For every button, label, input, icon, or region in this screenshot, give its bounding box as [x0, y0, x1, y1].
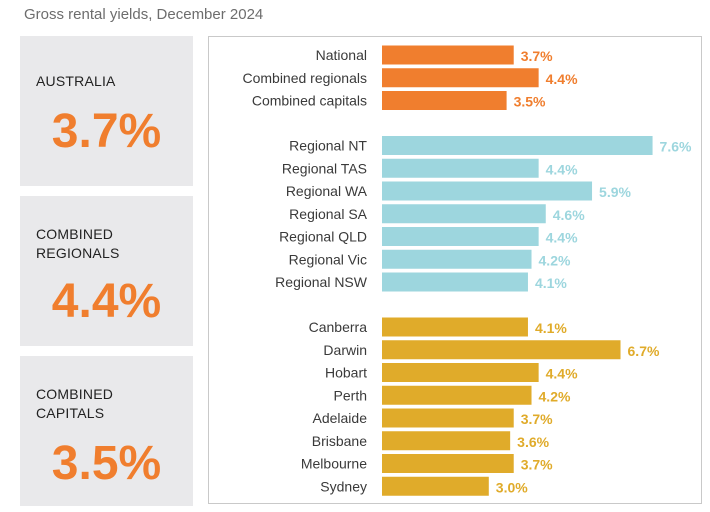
- category-label: Regional SA: [289, 206, 367, 222]
- value-label: 4.1%: [535, 275, 567, 291]
- category-label: Sydney: [320, 478, 367, 494]
- category-label: Regional NT: [289, 138, 367, 154]
- value-label: 7.6%: [660, 139, 692, 155]
- bar-regional: [382, 272, 528, 292]
- value-label: 4.4%: [546, 71, 578, 87]
- category-label: Brisbane: [312, 433, 367, 449]
- bar-regional: [382, 181, 593, 201]
- bar-chart-panel: National 3.7% Combined regionals 4.4% Combin…: [208, 36, 702, 504]
- value-label: 3.7%: [521, 411, 553, 427]
- combined-regionals-card-label: COMBINED REGIONALS: [36, 225, 186, 263]
- value-label: 3.0%: [496, 479, 528, 495]
- bar-capital: [382, 340, 621, 360]
- combined-capitals-label-line: CAPITALS: [36, 405, 105, 421]
- value-label: 4.6%: [553, 207, 585, 223]
- bar-capital: [382, 476, 489, 496]
- value-label: 4.1%: [535, 320, 567, 336]
- combined-regionals-card: COMBINED REGIONALS 4.4%: [20, 196, 193, 346]
- combined-regionals-label-line: COMBINED: [36, 226, 114, 242]
- value-label: 3.5%: [514, 94, 546, 110]
- category-label: Regional Vic: [289, 251, 367, 267]
- bar-regional: [382, 158, 539, 178]
- bar-headline: [382, 45, 514, 65]
- bar-capital: [382, 317, 528, 337]
- value-label: 4.4%: [546, 230, 578, 246]
- category-label: Melbourne: [301, 456, 367, 472]
- category-label: Regional WA: [286, 183, 368, 199]
- value-label: 4.2%: [539, 252, 571, 268]
- combined-capitals-label-line: COMBINED: [36, 386, 114, 402]
- value-label: 4.4%: [546, 366, 578, 382]
- bar-headline: [382, 68, 539, 88]
- australia-card-value: 3.7%: [51, 105, 162, 158]
- bar-regional: [382, 204, 546, 224]
- category-label: Combined capitals: [252, 93, 367, 109]
- category-label: Hobart: [325, 365, 367, 381]
- value-label: 6.7%: [628, 343, 660, 359]
- combined-capitals-card: COMBINED CAPITALS 3.5%: [20, 356, 193, 506]
- category-label: Regional TAS: [282, 160, 367, 176]
- bar-regional: [382, 136, 653, 155]
- value-label: 4.4%: [546, 161, 578, 177]
- combined-capitals-card-value: 3.5%: [51, 437, 162, 490]
- value-label: 3.7%: [521, 457, 553, 473]
- bar-capital: [382, 363, 539, 382]
- category-label: Regional QLD: [279, 229, 367, 245]
- australia-card-label: AUSTRALIA: [36, 73, 116, 89]
- value-label: 3.7%: [521, 48, 553, 64]
- combined-regionals-label-line: REGIONALS: [36, 245, 120, 261]
- category-label: Perth: [334, 387, 367, 403]
- bar-regional: [382, 249, 532, 269]
- combined-capitals-card-label: COMBINED CAPITALS: [36, 385, 186, 423]
- page-title: Gross rental yields, December 2024: [24, 6, 264, 23]
- bar-headline: [382, 91, 507, 110]
- category-label: Adelaide: [313, 410, 368, 426]
- category-label: Darwin: [323, 342, 367, 358]
- australia-card: AUSTRALIA 3.7%: [20, 36, 193, 186]
- bar-capital: [382, 408, 514, 428]
- value-label: 5.9%: [599, 184, 631, 200]
- combined-regionals-card-value: 4.4%: [51, 275, 162, 328]
- bar-regional: [382, 227, 539, 246]
- value-label: 4.2%: [539, 388, 571, 404]
- category-label: National: [316, 47, 367, 63]
- bar-capital: [382, 454, 514, 473]
- category-label: Canberra: [309, 319, 368, 335]
- bar-capital: [382, 431, 511, 451]
- category-label: Combined regionals: [242, 70, 367, 86]
- category-label: Regional NSW: [275, 274, 368, 290]
- value-label: 3.6%: [517, 434, 549, 450]
- bar-capital: [382, 385, 532, 405]
- bar-chart: National 3.7% Combined regionals 4.4% Combin…: [242, 45, 692, 496]
